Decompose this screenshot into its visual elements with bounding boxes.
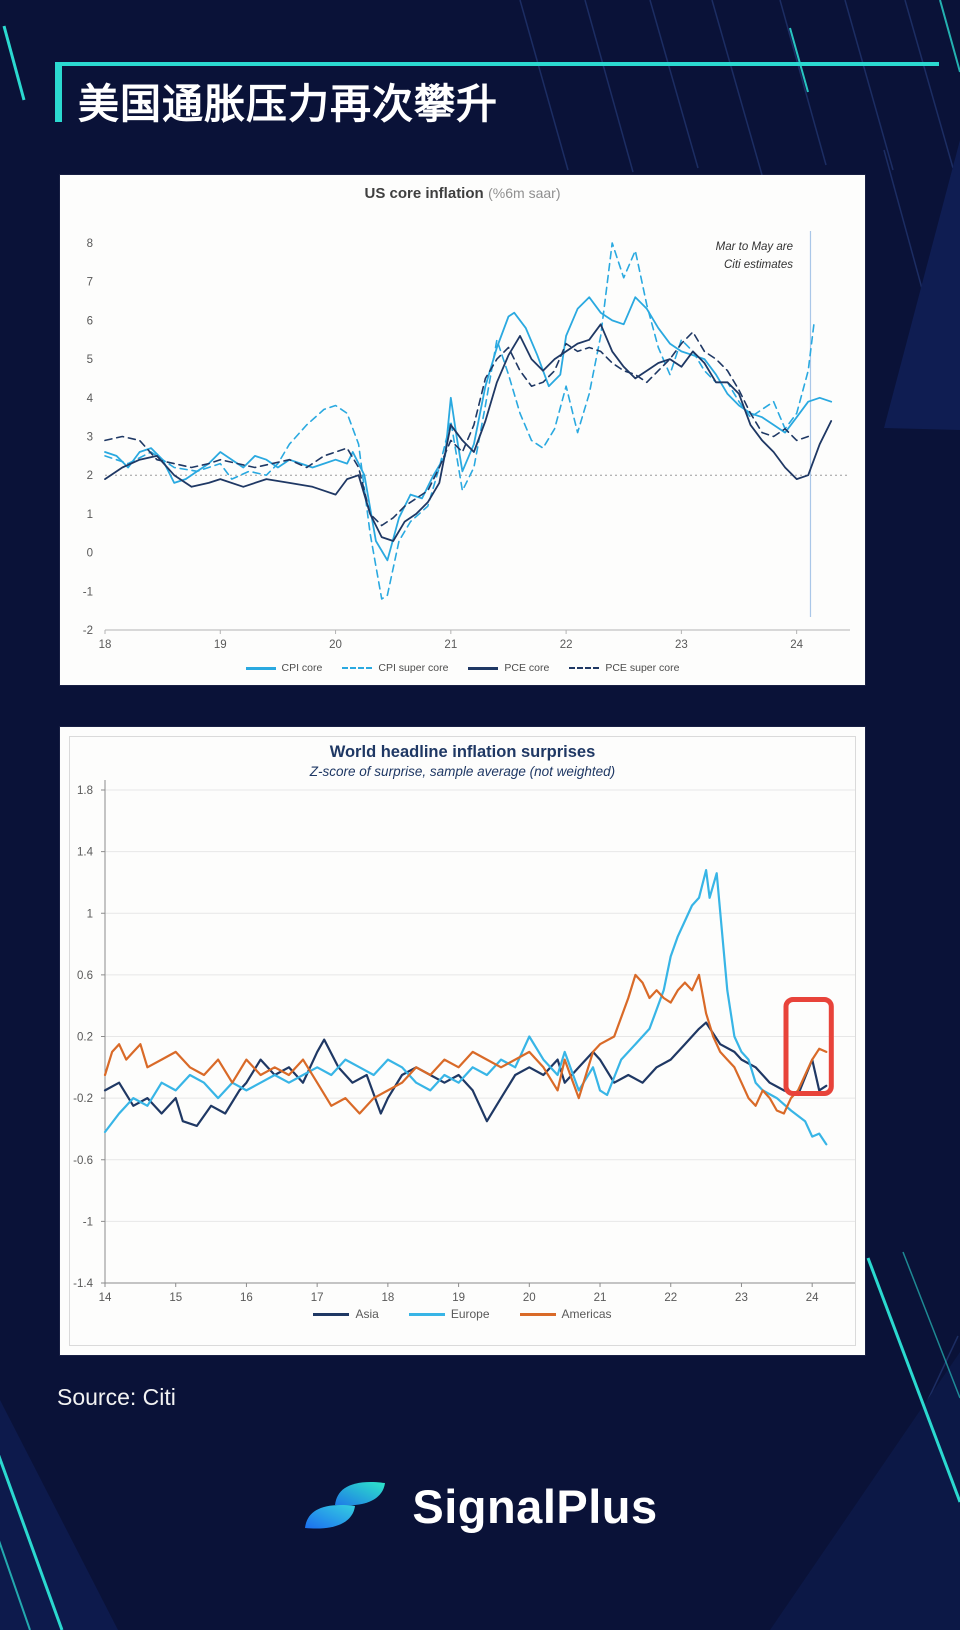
- x-axis-tick-label: 18: [99, 639, 112, 651]
- legend-label: CPI super core: [378, 662, 449, 674]
- chart-card-us-core-inflation: 18 19 20 21 22 23 24 8 7 6 5 4 3 2 1 0 -1 -2 US core infl…: [60, 175, 865, 685]
- y-axis-tick-label: -1: [83, 1216, 93, 1228]
- legend-line-sample: [342, 667, 373, 669]
- x-axis-tick-label: 20: [523, 1292, 536, 1304]
- legend-label: Americas: [561, 1307, 612, 1321]
- y-axis-tick-label: 2: [87, 470, 93, 482]
- brand-logo: SignalPlus: [0, 1474, 960, 1538]
- chart-title-main: US core inflation: [364, 185, 484, 202]
- legend-item-cpi-core: CPI core: [245, 662, 323, 674]
- x-axis-tick-label: 18: [381, 1292, 394, 1304]
- y-axis-tick-label: 4: [87, 393, 94, 405]
- legend-label: Asia: [355, 1307, 379, 1321]
- series-line-cpi-core: [104, 296, 833, 562]
- legend-item-pce-super-core: PCE super core: [569, 662, 679, 674]
- x-axis-tick-label: 22: [560, 639, 573, 651]
- x-axis-tick-label: 16: [240, 1292, 253, 1304]
- legend-label: Europe: [450, 1307, 490, 1321]
- y-axis-tick-label: 3: [87, 432, 93, 444]
- y-axis-tick-label: 1: [87, 908, 93, 920]
- legend-item-asia: Asia: [313, 1307, 379, 1321]
- x-axis-tick-label: 24: [806, 1292, 819, 1304]
- legend-item-americas: Americas: [519, 1307, 612, 1321]
- legend-line-sample: [519, 1312, 556, 1316]
- y-axis-tick-label: 5: [87, 354, 93, 366]
- legend-item-europe: Europe: [408, 1307, 490, 1321]
- chart-title-suffix: (%6m saar): [488, 185, 561, 201]
- x-axis-tick-label: 21: [594, 1292, 607, 1304]
- x-axis-tick-label: 19: [214, 639, 227, 651]
- chart-legend: Asia Europe Americas: [60, 1307, 865, 1321]
- y-axis-tick-label: 1: [87, 509, 93, 521]
- x-axis-tick-label: 24: [790, 639, 803, 651]
- chart-subtitle: Z-score of surprise, sample average (not…: [309, 764, 616, 779]
- chart-title: US core inflation (%6m saar): [60, 185, 865, 203]
- legend-item-cpi-super-core: CPI super core: [342, 662, 448, 674]
- y-axis-tick-label: -0.6: [73, 1155, 93, 1167]
- y-axis-tick-label: 8: [87, 238, 93, 250]
- y-axis-tick-label: 1.4: [77, 847, 94, 859]
- series-line-pce-super-core: [104, 331, 810, 527]
- x-axis-tick-label: 14: [99, 1292, 112, 1304]
- x-axis-tick-label: 20: [329, 639, 342, 651]
- series-line-pce-core: [104, 323, 833, 542]
- world-inflation-surprises-plot: 14 15 16 17 18 19 20 21 22 23 24 1.8 1.4 1 0.6 0.2 -0.2 -…: [73, 780, 855, 1304]
- legend-item-pce-core: PCE core: [468, 662, 549, 674]
- title-accent-left-bar: [55, 62, 62, 122]
- legend-line-sample: [245, 666, 276, 670]
- x-axis-tick-label: 15: [169, 1292, 182, 1304]
- legend-label: PCE super core: [605, 662, 680, 674]
- y-axis-tick-label: 0.2: [77, 1032, 93, 1044]
- brand-name: SignalPlus: [412, 1479, 658, 1533]
- y-axis-tick-label: 0: [87, 548, 93, 560]
- series-line-europe: [103, 869, 828, 1146]
- y-axis-tick-label: 1.8: [77, 785, 93, 797]
- x-axis-tick-label: 17: [311, 1292, 324, 1304]
- citi-estimates-annotation: Mar to May are Citi estimates: [715, 241, 793, 271]
- source-text: Source: Citi: [57, 1384, 176, 1410]
- series-line-asia: [103, 1021, 828, 1127]
- series-line-americas: [103, 973, 828, 1115]
- signalplus-logo-icon: [305, 1482, 386, 1529]
- chart-title: World headline inflation surprises: [329, 743, 596, 761]
- x-axis-tick-label: 22: [664, 1292, 677, 1304]
- legend-line-sample: [569, 667, 600, 669]
- legend-label: PCE core: [504, 662, 550, 674]
- chart-legend: CPI core CPI super core PCE core PCE super …: [60, 662, 865, 674]
- x-axis-tick-label: 23: [735, 1292, 748, 1304]
- legend-label: CPI core: [281, 662, 323, 674]
- y-axis-tick-label: -2: [83, 625, 93, 637]
- legend-line-sample: [408, 1312, 445, 1316]
- page-title: 美国通胀压力再次攀升: [78, 81, 498, 127]
- x-axis-tick-label: 23: [675, 639, 688, 651]
- y-axis-tick-label: -0.2: [73, 1093, 93, 1105]
- y-axis-tick-label: -1: [83, 586, 93, 598]
- x-axis-tick-label: 21: [444, 639, 457, 651]
- x-axis-tick-label: 19: [452, 1292, 465, 1304]
- chart-card-world-inflation-surprises: 14 15 16 17 18 19 20 21 22 23 24 1.8 1.4 1 0.6 0.2 -0.2 -…: [60, 727, 865, 1355]
- title-accent-top-line: [55, 62, 939, 66]
- y-axis-tick-label: 7: [87, 277, 93, 289]
- legend-line-sample: [468, 666, 499, 670]
- legend-line-sample: [313, 1312, 350, 1316]
- series-line-cpi-super-core: [104, 242, 815, 600]
- y-axis-tick-label: 0.6: [77, 970, 93, 982]
- y-axis-tick-label: -1.4: [73, 1278, 93, 1290]
- highlight-box: [783, 997, 834, 1096]
- y-axis-tick-label: 6: [87, 315, 93, 327]
